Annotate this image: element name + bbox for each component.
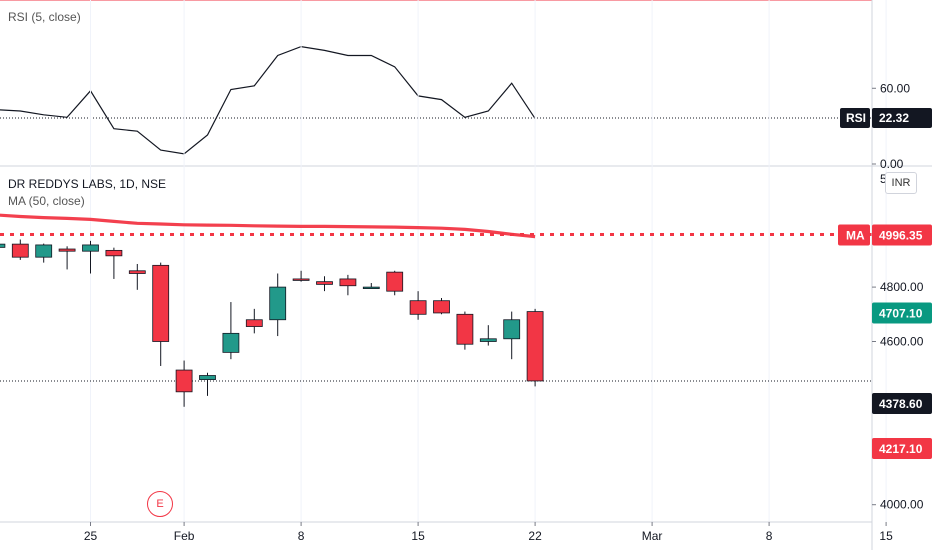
rsi-axis-label: 60.00 <box>880 81 910 95</box>
candle <box>526 308 544 387</box>
candle-body <box>0 243 6 248</box>
candle-body <box>82 244 99 252</box>
candle <box>339 274 357 296</box>
candle <box>386 270 404 296</box>
price-axis-label: 4600.00 <box>880 335 924 349</box>
time-axis-label: 22 <box>528 529 542 543</box>
candle <box>152 262 170 366</box>
time-axis-label: 8 <box>298 529 305 543</box>
candle-body <box>175 369 193 393</box>
candle-body <box>245 319 263 327</box>
price-pane[interactable] <box>0 0 887 522</box>
candle <box>362 283 380 290</box>
currency-button[interactable]: INR <box>885 172 917 194</box>
candle-body <box>128 270 146 274</box>
candle <box>128 263 146 290</box>
time-axis-label: 15 <box>879 529 893 543</box>
price-badge-label: 4707.10 <box>879 307 923 321</box>
candle-body <box>11 243 29 258</box>
candle <box>35 243 53 263</box>
rsi-value-label: 22.32 <box>879 111 909 125</box>
candle-body <box>105 249 123 257</box>
price-badge-label: 4378.60 <box>879 397 923 411</box>
candle <box>316 276 333 292</box>
candle-body <box>409 300 427 315</box>
candle-body <box>269 286 287 321</box>
time-axis-label: Mar <box>642 529 663 543</box>
candle-body <box>152 264 170 342</box>
ma-indicator-label[interactable]: MA (50, close) <box>8 194 85 208</box>
rsi-badge-label: RSI <box>846 111 866 125</box>
candle-body <box>292 278 310 281</box>
price-badge-label: 4996.35 <box>879 229 923 243</box>
rsi-indicator-label[interactable]: RSI (5, close) <box>8 10 81 24</box>
candle-body <box>362 286 380 290</box>
candle <box>222 302 240 360</box>
candle <box>269 273 287 337</box>
candle <box>409 291 427 320</box>
time-axis-label: 15 <box>411 529 425 543</box>
rsi-value-badge <box>872 108 932 128</box>
candle-body <box>526 311 544 382</box>
candle <box>105 247 123 279</box>
rsi-pane[interactable] <box>0 0 932 167</box>
price-axis-label: 4800.00 <box>880 280 924 294</box>
candle-body <box>479 338 497 342</box>
candle-body <box>339 278 357 287</box>
ma-badge-label: MA <box>846 229 865 243</box>
candle-body <box>222 332 240 353</box>
earnings-event-marker[interactable]: E <box>147 491 173 517</box>
candle-body <box>386 271 404 292</box>
price-badge <box>872 393 932 414</box>
candle <box>0 243 6 248</box>
candle <box>245 308 263 334</box>
ma50-line <box>0 213 536 239</box>
candle <box>175 360 193 407</box>
candle <box>503 311 521 360</box>
symbol-title[interactable]: DR REDDYS LABS, 1D, NSE <box>8 177 167 191</box>
time-axis-label: Feb <box>174 529 195 543</box>
candle-body <box>199 375 216 380</box>
price-axis-label-partial: 5 <box>880 172 887 186</box>
candle <box>82 240 99 274</box>
time-axis[interactable]: 25 Feb 8 15 22 Mar 8 15 <box>84 522 893 543</box>
price-badge-label: 4217.10 <box>879 442 923 456</box>
candle-body <box>456 313 474 345</box>
candle <box>479 325 497 346</box>
candle <box>199 372 216 396</box>
ma-badge-left <box>838 224 870 246</box>
candle-body <box>433 300 450 314</box>
candle-body <box>58 248 76 252</box>
rsi-axis-label: 0.00 <box>880 157 904 171</box>
candle-body <box>503 319 521 340</box>
candle <box>11 239 29 260</box>
price-badge <box>872 438 932 459</box>
price-badge <box>872 302 932 324</box>
candle-body <box>316 281 333 285</box>
rsi-line <box>0 45 536 155</box>
candle-body <box>35 244 53 258</box>
candle <box>58 246 76 270</box>
price-axis-label: 4000.00 <box>880 498 924 512</box>
rsi-badge-left <box>840 108 870 128</box>
candle <box>433 297 450 315</box>
candle <box>456 311 474 350</box>
time-axis-label: 8 <box>766 529 773 543</box>
price-badge <box>872 224 932 246</box>
time-axis-label: 25 <box>84 529 98 543</box>
candle <box>292 270 310 282</box>
